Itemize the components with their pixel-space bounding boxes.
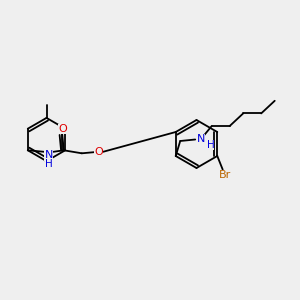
Text: O: O xyxy=(94,147,103,157)
Text: Br: Br xyxy=(219,170,231,181)
Text: H: H xyxy=(207,140,214,150)
Text: N: N xyxy=(45,150,53,161)
Text: O: O xyxy=(58,124,67,134)
Text: N: N xyxy=(197,134,205,145)
Text: H: H xyxy=(45,159,53,170)
